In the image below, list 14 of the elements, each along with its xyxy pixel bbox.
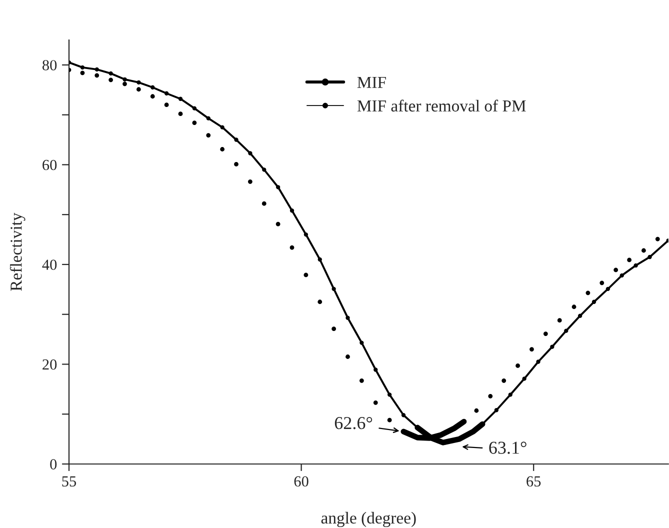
x-tick-label: 60 (294, 476, 308, 487)
y-tick-label: 40 (42, 260, 57, 270)
x-axis-title: angle (degree) (321, 512, 416, 528)
x-tick-label: 55 (62, 476, 76, 487)
y-tick-label: 0 (50, 459, 57, 470)
legend-label: MIF (357, 76, 386, 88)
x-tick-label: 65 (526, 476, 541, 487)
y-tick-label: 60 (42, 160, 57, 170)
annotation: 62.6° (334, 416, 372, 430)
y-tick-label: 20 (42, 359, 57, 370)
y-tick-label: 80 (42, 60, 57, 70)
annotation: 63.1° (489, 442, 526, 454)
y-axis-title: Reflectivity (10, 212, 26, 291)
legend-label: MIF after removal of PM (357, 100, 526, 112)
